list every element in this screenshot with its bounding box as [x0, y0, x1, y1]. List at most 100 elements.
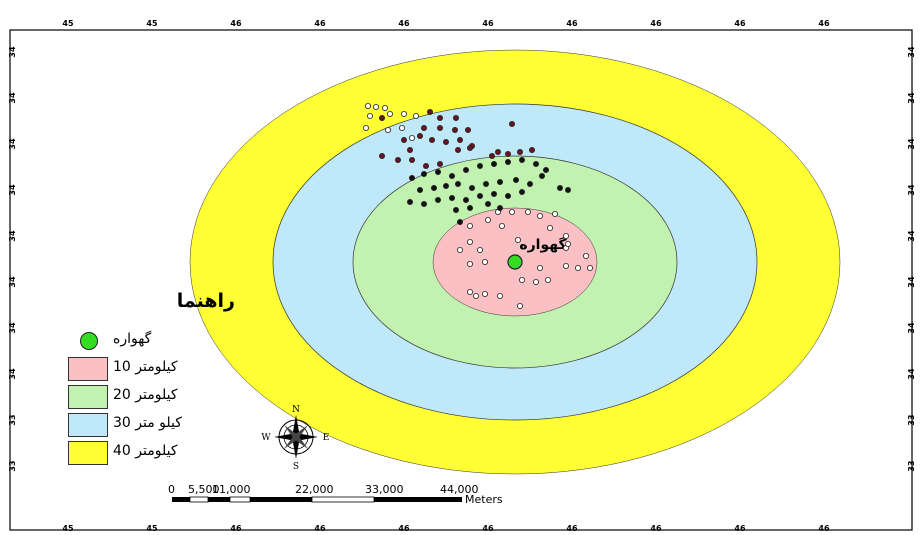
graticule-top-label: 46 — [230, 19, 242, 28]
dark-point — [430, 184, 437, 191]
legend-item-30km: کیلو متر 30 — [63, 413, 238, 439]
dark-point — [434, 196, 441, 203]
graticule-left-label: 33 — [8, 414, 17, 425]
maroon-point — [378, 152, 385, 159]
dark-point — [442, 182, 449, 189]
maroon-point — [378, 115, 385, 122]
open-point — [575, 264, 582, 271]
maroon-point — [416, 132, 423, 139]
dark-point — [456, 218, 463, 225]
graticule-left-label: 34 — [8, 230, 17, 242]
graticule-top-label: 46 — [398, 19, 410, 28]
open-point — [519, 276, 526, 283]
graticule-top-label: 46 — [818, 19, 830, 28]
graticule-left-label: 34 — [8, 184, 17, 196]
open-point — [565, 240, 572, 247]
scale-unit: Meters — [465, 493, 503, 506]
dark-point — [406, 198, 413, 205]
dark-point — [482, 180, 489, 187]
swatch-40km — [68, 441, 108, 465]
maroon-point — [464, 127, 471, 134]
open-point — [466, 260, 473, 267]
legend-label: کیلو متر 30 — [113, 415, 182, 431]
graticule-right-label: 34 — [907, 230, 916, 242]
maroon-point — [436, 115, 443, 122]
legend-label: کیلومتر 40 — [113, 443, 178, 459]
graticule-right-label: 33 — [907, 460, 916, 471]
graticule-right-label: 34 — [907, 322, 916, 334]
open-point — [476, 246, 483, 253]
open-point — [533, 278, 540, 285]
dark-point — [476, 162, 483, 169]
maroon-point — [494, 148, 501, 155]
dark-point — [533, 160, 540, 167]
maroon-point — [508, 121, 515, 128]
gahvareh-point — [507, 254, 523, 270]
open-point — [498, 222, 505, 229]
dark-point — [504, 192, 511, 199]
maroon-point — [400, 136, 407, 143]
dark-point — [466, 204, 473, 211]
green-point-icon — [80, 332, 98, 350]
open-point — [381, 105, 388, 112]
graticule-bottom-label: 45 — [62, 524, 74, 533]
open-point — [472, 292, 479, 299]
open-point — [372, 104, 379, 111]
open-point — [484, 216, 491, 223]
open-point — [537, 212, 544, 219]
graticule-right-label: 34 — [907, 276, 916, 288]
maroon-point — [422, 162, 429, 169]
dark-point — [513, 176, 520, 183]
open-point — [466, 238, 473, 245]
dark-point — [504, 158, 511, 165]
north-label: N — [292, 405, 300, 415]
open-point — [466, 288, 473, 295]
dark-point — [565, 186, 572, 193]
graticule-left-label: 34 — [8, 46, 17, 58]
dark-point — [496, 204, 503, 211]
graticule-bottom-label: 46 — [818, 524, 830, 533]
dark-point — [416, 186, 423, 193]
open-point — [583, 252, 590, 259]
open-point — [408, 134, 415, 141]
graticule-top-label: 46 — [734, 19, 746, 28]
open-point — [587, 264, 594, 271]
open-point — [386, 111, 393, 118]
graticule-bottom-label: 46 — [398, 524, 410, 533]
open-point — [515, 236, 522, 243]
open-point — [366, 113, 373, 120]
gahvareh-map-label: گهواره — [519, 236, 567, 253]
maroon-point — [442, 138, 449, 145]
open-point — [517, 302, 524, 309]
graticule-bottom-label: 46 — [734, 524, 746, 533]
dark-point — [539, 172, 546, 179]
open-point — [398, 125, 405, 132]
maroon-point — [420, 125, 427, 132]
open-point — [362, 125, 369, 132]
open-point — [412, 113, 419, 120]
swatch-30km — [68, 413, 108, 437]
open-point — [525, 208, 532, 215]
dark-point — [454, 180, 461, 187]
scale-bar — [172, 496, 462, 503]
scale-tick-0: 0 — [168, 483, 175, 496]
dark-point — [420, 170, 427, 177]
graticule-right-label: 34 — [907, 46, 916, 58]
maroon-point — [454, 146, 461, 153]
open-point — [508, 208, 515, 215]
open-point — [496, 292, 503, 299]
dark-point — [484, 200, 491, 207]
graticule-top-label: 46 — [314, 19, 326, 28]
graticule-left-label: 34 — [8, 368, 17, 380]
graticule-top-label: 46 — [650, 19, 662, 28]
maroon-point — [406, 146, 413, 153]
open-point — [400, 111, 407, 118]
graticule-bottom-label: 46 — [566, 524, 578, 533]
legend: راهنما گهواره کیلومتر 10 کیلومتر 20 کیلو… — [63, 290, 243, 465]
scale-tick-5: 44,000 — [440, 483, 479, 496]
west-label: W — [261, 433, 271, 443]
maroon-point — [529, 146, 536, 153]
graticule-left-label: 33 — [8, 460, 17, 471]
dark-point — [519, 188, 526, 195]
graticule-bottom-label: 46 — [482, 524, 494, 533]
